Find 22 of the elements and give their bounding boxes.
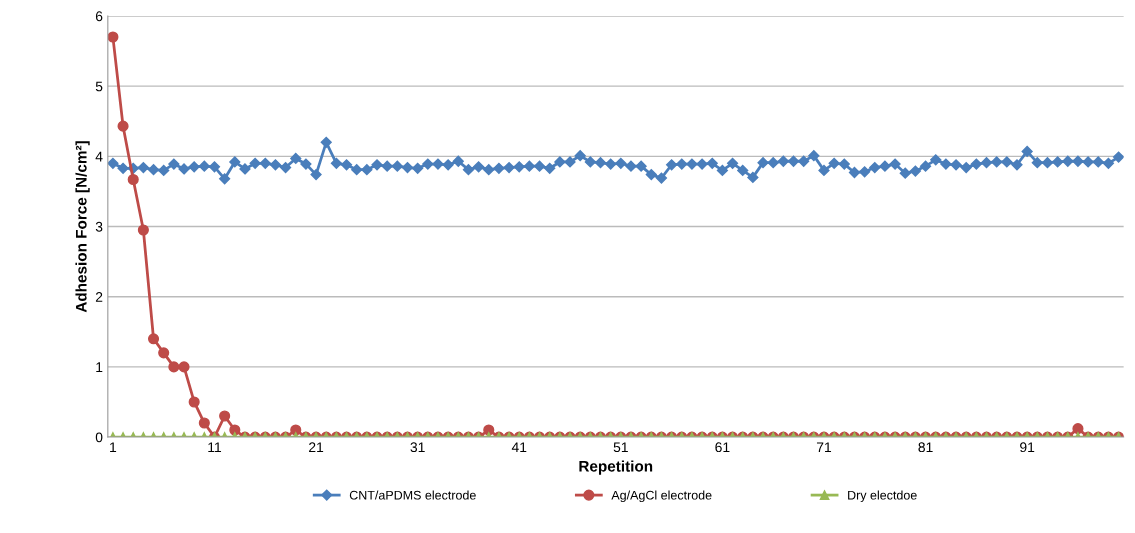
x-tick-label: 71: [816, 442, 832, 452]
x-tick-label: 21: [309, 442, 324, 452]
y-tick-label: 3: [95, 221, 103, 232]
x-axis-title: Repetition: [579, 460, 653, 475]
x-tick-label: 1: [110, 442, 117, 452]
x-tick-label: 81: [918, 442, 933, 453]
x-tick-label: 31: [410, 442, 425, 453]
legend-label: Dry electdoe: [848, 490, 917, 503]
legend-label: Ag/AgCl electrode: [611, 490, 712, 503]
y-axis-title: Adhesion Force [N/cm²]: [75, 141, 90, 313]
x-tick-label: 51: [613, 442, 628, 453]
legend-label: CNT/aPDMS electrode: [349, 490, 476, 500]
x-tick-label: 91: [1020, 442, 1035, 453]
y-tick-label: 4: [95, 151, 103, 162]
x-tick-label: 41: [511, 442, 527, 452]
y-tick-label: 2: [95, 292, 103, 302]
y-tick-label: 5: [95, 81, 103, 92]
x-tick-label: 61: [715, 442, 730, 453]
y-tick-label: 1: [96, 362, 103, 372]
x-tick-label: 11: [208, 442, 222, 452]
y-tick-label: 6: [95, 11, 103, 22]
y-tick-label: 0: [95, 432, 103, 443]
